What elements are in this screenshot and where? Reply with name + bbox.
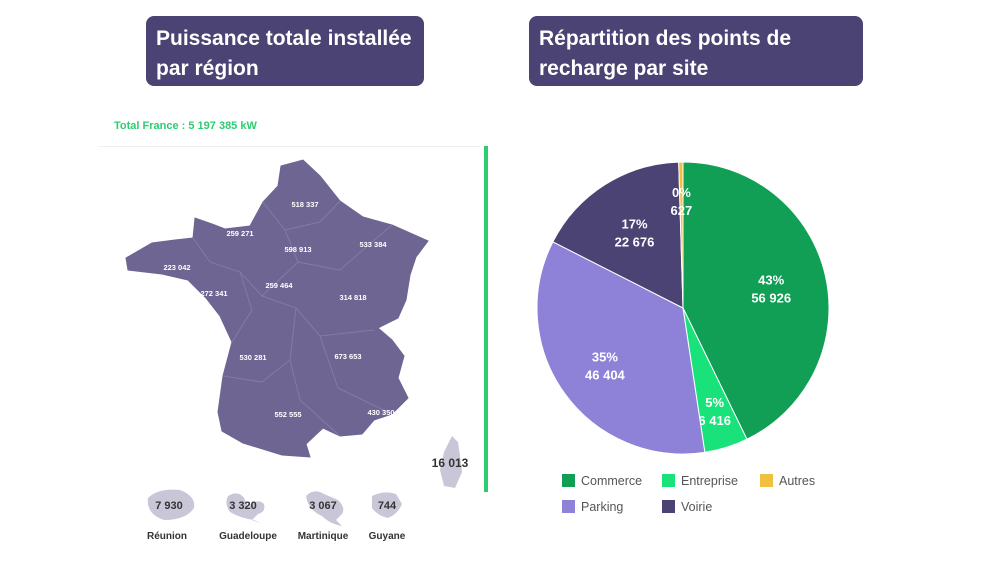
- slice-value-label: 22 676: [615, 235, 655, 250]
- dom-name-guadeloupe: Guadeloupe: [219, 531, 277, 542]
- legend-item: Autres: [760, 474, 815, 488]
- accent-bar: [484, 146, 488, 492]
- legend-label: Entreprise: [681, 474, 738, 488]
- pie-slice-commerce: [682, 161, 830, 440]
- region-value: 314 818: [339, 293, 366, 302]
- slice-percent-label: 0%: [672, 185, 691, 200]
- pie-slice-parking: [536, 241, 706, 455]
- right-panel-title: Répartition des points de recharge par s…: [529, 16, 863, 110]
- pie-slice-autres: [678, 161, 684, 309]
- dom-value-reunion: 7 930: [155, 500, 183, 512]
- slice-percent-label: 17%: [621, 217, 647, 232]
- legend-label: Commerce: [581, 474, 643, 488]
- mainland-france-shape: [125, 159, 429, 458]
- slice-value-label: 46 404: [585, 367, 626, 382]
- region-value: 259 271: [226, 229, 253, 238]
- region-value: 530 281: [239, 353, 266, 362]
- region-value: 552 555: [274, 410, 301, 419]
- dom-value-martinique: 3 067: [309, 500, 337, 512]
- region-value: 533 384: [359, 240, 387, 249]
- legend-swatch: [562, 474, 575, 487]
- legend-swatch: [662, 474, 675, 487]
- dom-name-martinique: Martinique: [298, 531, 349, 542]
- slice-value-label: 56 926: [751, 291, 791, 306]
- region-value: 223 042: [163, 263, 190, 272]
- total-france-label: Total France : 5 197 385 kW: [114, 120, 257, 132]
- region-value: 430 350: [367, 408, 394, 417]
- dom-name-reunion: Réunion: [147, 531, 187, 542]
- legend-item: Parking: [562, 500, 623, 514]
- martinique-shape: [306, 491, 344, 526]
- legend-swatch: [662, 500, 675, 513]
- legend-item: Entreprise: [662, 474, 738, 488]
- left-panel-title: Puissance totale installée par région: [146, 16, 424, 86]
- slice-value-label: 627: [671, 203, 693, 218]
- region-value: 673 653: [334, 352, 361, 361]
- legend-label: Voirie: [681, 500, 713, 514]
- legend-item: Commerce: [562, 474, 642, 488]
- divider: [98, 146, 480, 147]
- guyane-shape: [372, 492, 402, 518]
- slice-percent-label: 5%: [705, 395, 724, 410]
- slice-percent-label: 43%: [758, 273, 784, 288]
- reunion-shape: [147, 489, 195, 520]
- region-value: 518 337: [291, 200, 318, 209]
- guadeloupe-shape: [226, 493, 265, 524]
- slice-percent-label: 35%: [592, 349, 618, 364]
- legend-label: Autres: [779, 474, 816, 488]
- region-value: 272 341: [200, 289, 227, 298]
- dom-value-guadeloupe: 3 320: [229, 500, 257, 512]
- corsica-shape: [440, 436, 462, 488]
- legend-swatch: [562, 500, 575, 513]
- slice-value-label: 6 416: [698, 413, 731, 428]
- pie-slice-voirie: [552, 161, 684, 309]
- corsica-value: 16 013: [432, 456, 469, 470]
- region-value: 598 913: [284, 245, 311, 254]
- region-value: 259 464: [265, 281, 293, 290]
- legend-label: Parking: [581, 500, 624, 514]
- dom-name-guyane: Guyane: [369, 531, 406, 542]
- legend-item: Voirie: [662, 500, 712, 514]
- dom-value-guyane: 744: [378, 500, 397, 512]
- legend-swatch: [760, 474, 773, 487]
